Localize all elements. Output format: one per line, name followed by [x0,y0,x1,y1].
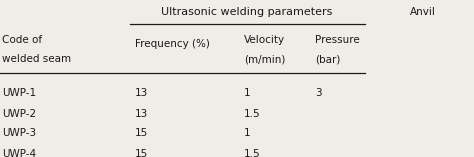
Text: Anvil: Anvil [410,7,436,17]
Text: Ultrasonic welding parameters: Ultrasonic welding parameters [161,7,332,17]
Text: 13: 13 [135,88,148,98]
Text: UWP-2: UWP-2 [2,109,36,119]
Text: 3: 3 [315,88,322,98]
Text: welded seam: welded seam [2,54,72,64]
Text: 15: 15 [135,149,148,157]
Text: UWP-1: UWP-1 [2,88,36,98]
Text: 1: 1 [244,88,251,98]
Text: 1: 1 [244,128,251,138]
Text: Velocity: Velocity [244,35,285,45]
Text: (bar): (bar) [315,54,341,64]
Text: (m/min): (m/min) [244,54,285,64]
Text: Code of: Code of [2,35,43,45]
Text: UWP-4: UWP-4 [2,149,36,157]
Text: 1.5: 1.5 [244,149,261,157]
Text: 15: 15 [135,128,148,138]
Text: Pressure: Pressure [315,35,360,45]
Text: Frequency (%): Frequency (%) [135,39,210,49]
Text: 13: 13 [135,109,148,119]
Text: UWP-3: UWP-3 [2,128,36,138]
Text: 1.5: 1.5 [244,109,261,119]
